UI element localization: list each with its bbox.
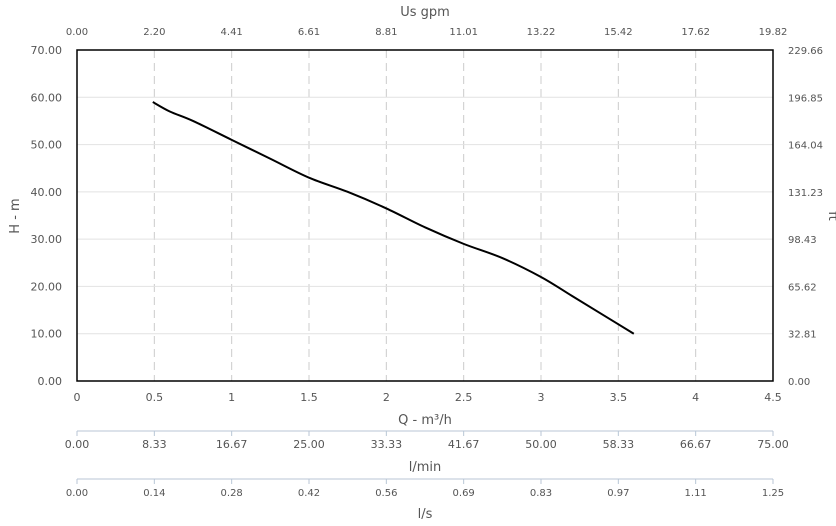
right-axis-title: ft bbox=[825, 211, 836, 220]
x-tick-label: 1 bbox=[228, 391, 235, 404]
ls-tick-label: 0.69 bbox=[453, 488, 475, 499]
ls-tick-label: 0.42 bbox=[298, 488, 320, 499]
right-tick-label: 98.43 bbox=[788, 235, 817, 246]
right-tick-label: 65.62 bbox=[788, 282, 817, 293]
x-axis-ticks: 0 0.5 1 1.5 2 2.5 3 3.5 4 4.5 bbox=[74, 391, 782, 404]
x-tick-label: 3.5 bbox=[610, 391, 628, 404]
top-tick-label: 6.61 bbox=[298, 27, 320, 38]
lmin-tick-label: 0.00 bbox=[65, 438, 90, 451]
right-tick-label: 0.00 bbox=[788, 377, 810, 388]
right-tick-label: 196.85 bbox=[788, 93, 823, 104]
right-tick-label: 229.66 bbox=[788, 46, 823, 57]
y-tick-label: 70.00 bbox=[31, 44, 63, 57]
top-tick-label: 17.62 bbox=[681, 27, 710, 38]
ls-axis-ticks: 0.00 0.14 0.28 0.42 0.56 0.69 0.83 0.97 1.11 1.25 bbox=[66, 479, 784, 499]
lmin-tick-label: 16.67 bbox=[216, 438, 248, 451]
ls-tick-label: 0.00 bbox=[66, 488, 88, 499]
lmin-tick-label: 66.67 bbox=[680, 438, 712, 451]
vertical-gridlines bbox=[153, 50, 697, 381]
y-tick-label: 50.00 bbox=[31, 139, 63, 152]
ls-tick-label: 0.28 bbox=[221, 488, 243, 499]
ls-axis-title: l/s bbox=[418, 507, 433, 522]
top-tick-label: 4.41 bbox=[221, 27, 243, 38]
lmin-tick-label: 58.33 bbox=[603, 438, 635, 451]
y-axis-ticks: 0.00 10.00 20.00 30.00 40.00 50.00 60.00 70.00 bbox=[31, 44, 63, 388]
x-tick-label: 4.5 bbox=[764, 391, 782, 404]
lmin-tick-label: 8.33 bbox=[142, 438, 167, 451]
x-tick-label: 2.5 bbox=[455, 391, 473, 404]
horizontal-gridlines bbox=[77, 96, 773, 335]
lmin-axis-ticks: 0.00 8.33 16.67 25.00 33.33 41.67 50.00 58.33 66… bbox=[65, 431, 789, 451]
top-tick-label: 2.20 bbox=[143, 27, 165, 38]
ls-tick-label: 0.97 bbox=[607, 488, 629, 499]
lmin-tick-label: 75.00 bbox=[757, 438, 789, 451]
ls-tick-label: 0.56 bbox=[375, 488, 397, 499]
right-axis-ticks: 0.00 32.81 65.62 98.43 131.23 164.04 196.85 229… bbox=[788, 46, 823, 388]
y-tick-label: 40.00 bbox=[31, 186, 63, 199]
lmin-tick-label: 33.33 bbox=[371, 438, 403, 451]
x-tick-label: 0.5 bbox=[146, 391, 164, 404]
top-axis-ticks: 0.00 2.20 4.41 6.61 8.81 11.01 13.22 15.42 17.62… bbox=[66, 27, 787, 38]
right-tick-label: 131.23 bbox=[788, 188, 823, 199]
y-tick-label: 20.00 bbox=[31, 280, 63, 293]
lmin-tick-label: 25.00 bbox=[293, 438, 325, 451]
x-tick-label: 1.5 bbox=[300, 391, 318, 404]
right-tick-label: 32.81 bbox=[788, 330, 817, 341]
right-tick-label: 164.04 bbox=[788, 141, 823, 152]
y-tick-label: 10.00 bbox=[31, 328, 63, 341]
x-tick-label: 2 bbox=[383, 391, 390, 404]
ls-tick-label: 1.11 bbox=[685, 488, 707, 499]
lmin-tick-label: 41.67 bbox=[448, 438, 480, 451]
y-tick-label: 0.00 bbox=[38, 375, 63, 388]
top-tick-label: 8.81 bbox=[375, 27, 397, 38]
top-tick-label: 15.42 bbox=[604, 27, 633, 38]
lmin-axis-title: l/min bbox=[409, 460, 442, 475]
top-tick-label: 0.00 bbox=[66, 27, 88, 38]
x-axis-title: Q - m³/h bbox=[398, 413, 452, 428]
top-tick-label: 13.22 bbox=[527, 27, 556, 38]
ls-tick-label: 1.25 bbox=[762, 488, 784, 499]
x-tick-label: 3 bbox=[538, 391, 545, 404]
x-tick-label: 4 bbox=[692, 391, 699, 404]
y-axis-title: H - m bbox=[8, 198, 23, 233]
top-tick-label: 11.01 bbox=[449, 27, 478, 38]
series-line bbox=[152, 101, 635, 335]
top-tick-label: 19.82 bbox=[759, 27, 788, 38]
y-tick-label: 60.00 bbox=[31, 91, 63, 104]
y-tick-label: 30.00 bbox=[31, 233, 63, 246]
plot-area-frame bbox=[76, 49, 774, 382]
top-axis-title: Us gpm bbox=[400, 5, 450, 20]
x-tick-label: 0 bbox=[74, 391, 81, 404]
ls-tick-label: 0.14 bbox=[143, 488, 165, 499]
ls-tick-label: 0.83 bbox=[530, 488, 552, 499]
lmin-tick-label: 50.00 bbox=[525, 438, 557, 451]
